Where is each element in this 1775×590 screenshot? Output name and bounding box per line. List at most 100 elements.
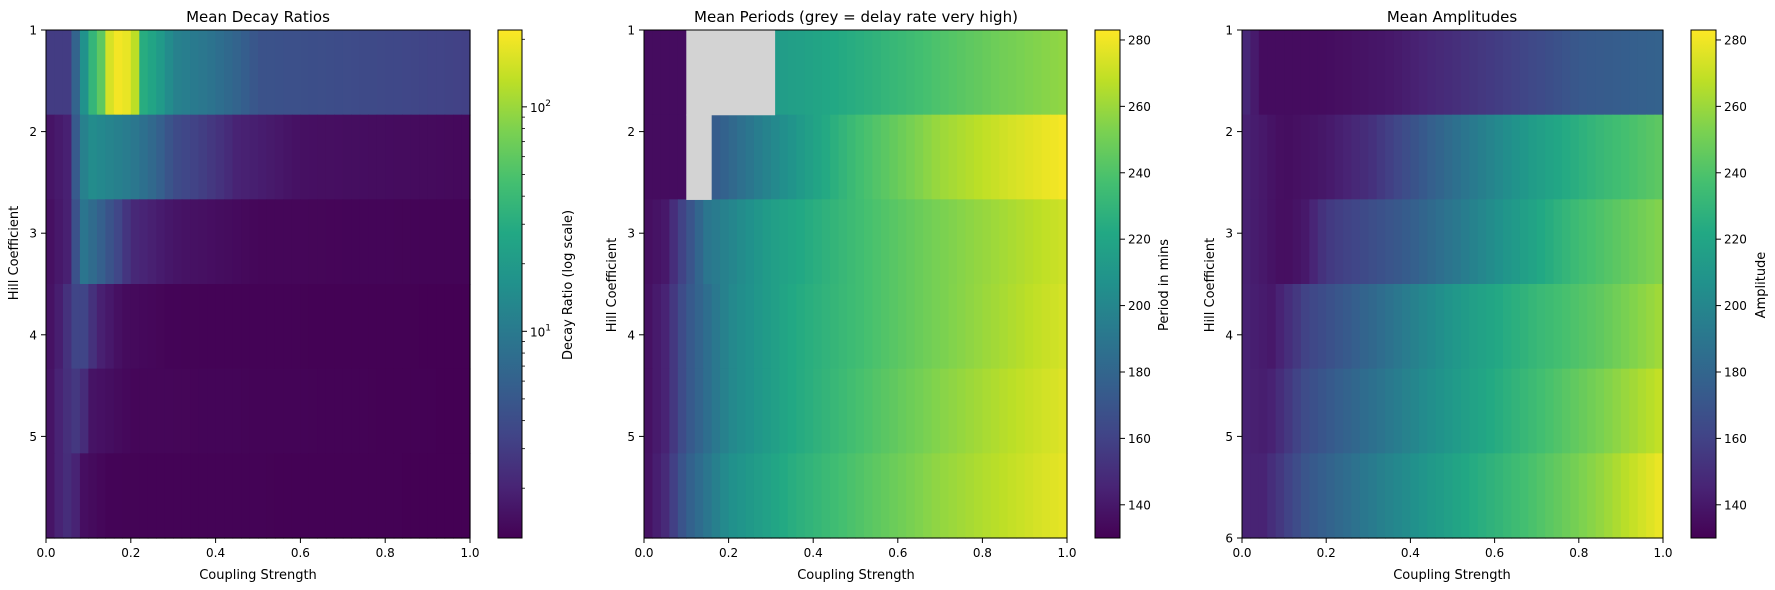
heatmap-cell — [147, 114, 157, 200]
y-tick-label: 4 — [627, 328, 635, 342]
heatmap-cell — [669, 368, 679, 454]
heatmap-cell — [325, 114, 335, 200]
heatmap-cell — [872, 30, 882, 116]
heatmap-cell — [164, 284, 174, 370]
heatmap-cell — [711, 199, 721, 285]
heatmap-cell — [54, 199, 64, 285]
heatmap-cell — [847, 453, 857, 539]
heatmap-cell — [1258, 114, 1268, 200]
heatmap-cell — [190, 199, 200, 285]
y-tick-label: 2 — [627, 125, 635, 139]
heatmap-cell — [1637, 284, 1647, 370]
heatmap-cell — [453, 453, 463, 539]
heatmap-cell — [1267, 30, 1277, 116]
heatmap-cell — [762, 368, 772, 454]
heatmap-cell — [1376, 30, 1386, 116]
heatmap-cell — [948, 284, 958, 370]
heatmap-cell — [1050, 30, 1060, 116]
colorbar-tick-label: 200 — [1128, 299, 1151, 313]
heatmap-cell — [181, 30, 191, 116]
heatmap-cell — [1292, 368, 1302, 454]
x-tick-label: 0.2 — [1317, 546, 1336, 560]
heatmap-cell — [753, 284, 764, 370]
heatmap-cell — [652, 284, 662, 370]
heatmap-cell — [1503, 284, 1513, 370]
heatmap-cell — [291, 368, 301, 454]
heatmap-cell — [796, 199, 806, 285]
heatmap-cell — [198, 199, 208, 285]
heatmap-cell — [224, 114, 234, 200]
heatmap-cell — [906, 368, 916, 454]
panel-periods: Mean Periods (grey = delay rate very hig… — [605, 8, 1172, 583]
heatmap-cell — [1242, 30, 1252, 116]
heatmap-cell — [96, 453, 106, 539]
heatmap-cell — [215, 30, 225, 116]
heatmap-cell — [215, 114, 225, 200]
heatmap-cell — [1452, 199, 1462, 285]
heatmap-cell — [402, 114, 412, 200]
heatmap-cell — [770, 199, 780, 285]
heatmap-cell — [249, 368, 259, 454]
heatmap-cell — [770, 284, 780, 370]
x-tick-label: 0.6 — [1485, 546, 1504, 560]
heatmap-cell — [1410, 284, 1420, 370]
heatmap-cell — [1646, 114, 1656, 200]
heatmap-cell — [644, 284, 654, 370]
heatmap-cell — [351, 30, 361, 116]
heatmap-cell — [164, 114, 174, 200]
heatmap-cell — [1519, 284, 1529, 370]
heatmap-cell — [1528, 199, 1538, 285]
heatmap-cell — [1646, 30, 1656, 116]
heatmap-cell — [351, 199, 361, 285]
heatmap-cell — [1401, 199, 1411, 285]
masked-cell — [686, 114, 712, 200]
heatmap-cell — [1654, 284, 1664, 370]
heatmap-cell — [88, 453, 98, 539]
heatmap-cell — [855, 199, 865, 285]
heatmap-cell — [1050, 114, 1060, 200]
heatmap-cell — [207, 453, 217, 539]
heatmap-cell — [385, 30, 395, 116]
heatmap-cell — [914, 199, 924, 285]
heatmap-cell — [1528, 30, 1538, 116]
heatmap-cell — [694, 453, 704, 539]
heatmap-cell — [1050, 453, 1060, 539]
heatmap-cell — [1519, 30, 1529, 116]
heatmap-cell — [1393, 368, 1403, 454]
heatmap-cell — [982, 368, 992, 454]
heatmap-cell — [906, 284, 916, 370]
heatmap-cell — [359, 30, 369, 116]
heatmap-cell — [190, 30, 200, 116]
heatmap-cell — [1292, 199, 1302, 285]
heatmap-cell — [728, 284, 738, 370]
heatmap-cell — [1595, 284, 1605, 370]
heatmap-cell — [880, 114, 890, 200]
heatmap-cell — [1654, 30, 1664, 116]
heatmap-cell — [948, 453, 958, 539]
heatmap-cell — [249, 114, 259, 200]
heatmap-cell — [1620, 368, 1630, 454]
heatmap-cell — [1570, 368, 1580, 454]
heatmap-cell — [1418, 284, 1428, 370]
heatmap-cell — [1595, 114, 1605, 200]
heatmap-cell — [258, 453, 268, 539]
heatmap-cell — [266, 368, 276, 454]
heatmap-cell — [427, 453, 437, 539]
heatmap-cell — [1418, 368, 1428, 454]
heatmap-cell — [1284, 114, 1294, 200]
heatmap-cell — [368, 368, 378, 454]
heatmap-cell — [914, 284, 924, 370]
heatmap-cell — [173, 30, 183, 116]
heatmap-cell — [770, 30, 780, 116]
heatmap-cell — [923, 284, 933, 370]
heatmap-cell — [1553, 284, 1563, 370]
heatmap-cell — [1654, 453, 1664, 539]
heatmap-cell — [1460, 368, 1470, 454]
heatmap-cell — [1519, 368, 1529, 454]
heatmap-cell — [1511, 114, 1521, 200]
heatmap-cell — [249, 453, 259, 539]
heatmap-cell — [821, 114, 831, 200]
x-tick-label: 1.0 — [1653, 546, 1672, 560]
heatmap-cell — [1326, 114, 1336, 200]
heatmap-cell — [669, 453, 679, 539]
